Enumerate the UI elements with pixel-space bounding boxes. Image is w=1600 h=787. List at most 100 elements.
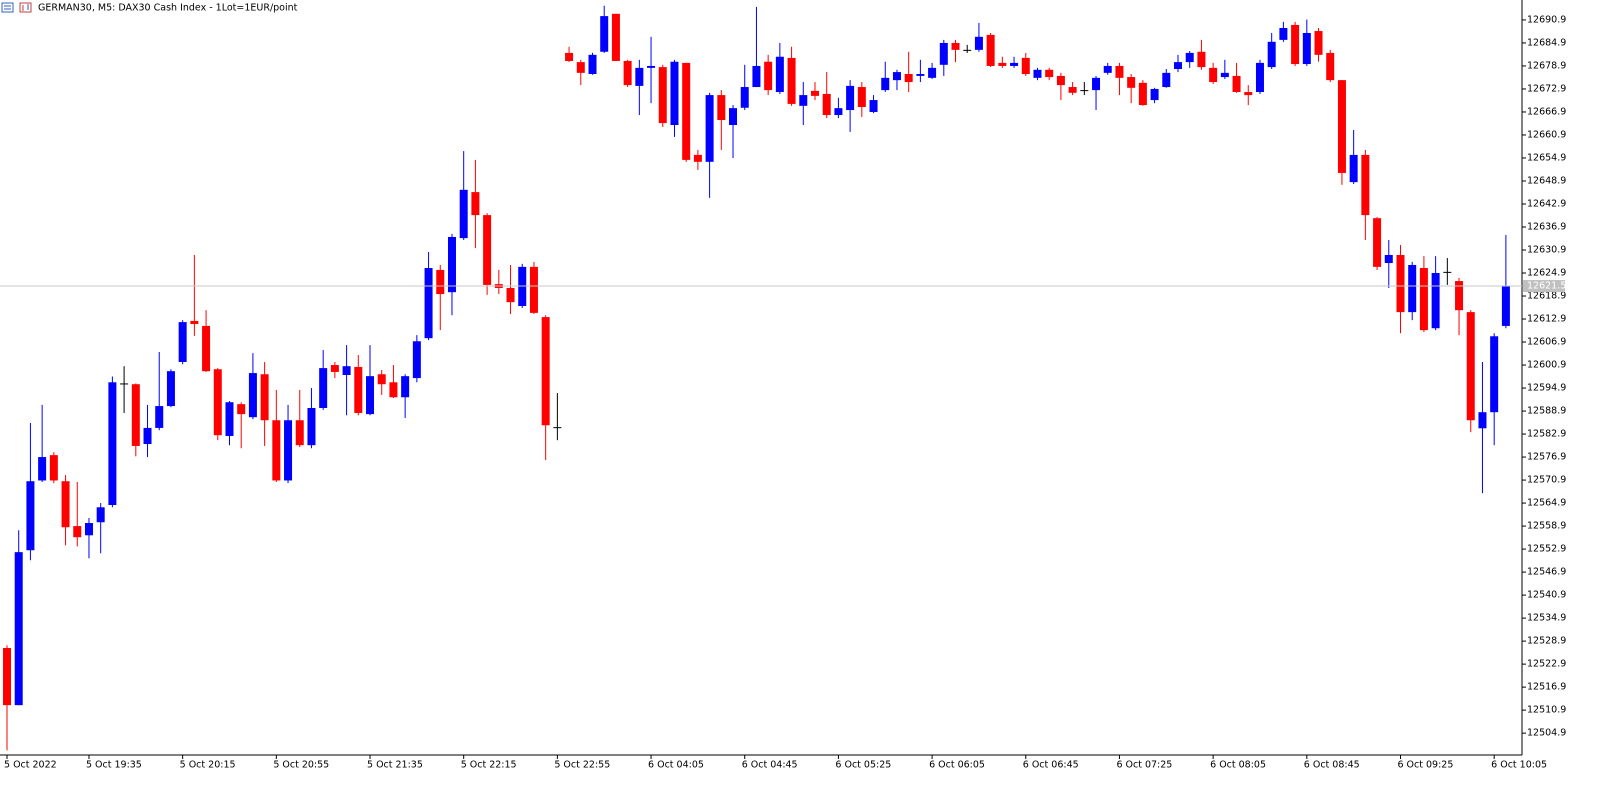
candle-body bbox=[178, 322, 187, 362]
x-tick-label: 6 Oct 04:45 bbox=[742, 760, 798, 771]
candle-body bbox=[729, 108, 738, 126]
candle-body bbox=[1244, 92, 1253, 96]
y-tick-label: 12522.9 bbox=[1527, 659, 1566, 670]
candle-body bbox=[740, 87, 749, 108]
y-tick-label: 12684.9 bbox=[1527, 37, 1566, 48]
candle-body bbox=[1337, 80, 1346, 173]
y-tick-label: 12504.9 bbox=[1527, 728, 1566, 739]
x-tick-label: 5 Oct 20:55 bbox=[273, 760, 329, 771]
candle-body bbox=[14, 552, 23, 706]
y-tick-label: 12654.9 bbox=[1527, 152, 1566, 163]
candle-body bbox=[588, 54, 597, 75]
candle-body bbox=[506, 287, 515, 303]
y-tick-label: 12618.9 bbox=[1527, 291, 1566, 302]
candle-body bbox=[658, 67, 667, 124]
y-tick-label: 12690.9 bbox=[1527, 14, 1566, 25]
candle-body bbox=[1127, 77, 1136, 88]
y-tick-label: 12534.9 bbox=[1527, 613, 1566, 624]
y-tick-label: 12594.9 bbox=[1527, 383, 1566, 394]
candle-body bbox=[190, 320, 199, 325]
candle-body bbox=[682, 62, 691, 160]
candle-body bbox=[1033, 69, 1042, 78]
candle-body bbox=[1255, 62, 1264, 93]
x-tick-label: 6 Oct 10:05 bbox=[1491, 760, 1547, 771]
chart-title: GERMAN30, M5: DAX30 Cash Index - 1Lot=1E… bbox=[38, 3, 298, 14]
candle-body bbox=[1291, 24, 1300, 65]
candle-body bbox=[1384, 254, 1393, 264]
candle-body bbox=[1490, 336, 1499, 413]
candle-body bbox=[1431, 273, 1440, 329]
candle-body bbox=[1174, 62, 1182, 70]
candle-body bbox=[775, 56, 784, 93]
y-tick-label: 12666.9 bbox=[1527, 106, 1566, 117]
candle-body bbox=[1056, 75, 1065, 86]
candle-body bbox=[284, 420, 293, 481]
candle-body bbox=[939, 42, 948, 65]
x-tick-label: 6 Oct 07:25 bbox=[1116, 760, 1172, 771]
candle-body bbox=[1150, 88, 1159, 101]
x-tick-label: 6 Oct 08:45 bbox=[1304, 760, 1360, 771]
candle-body bbox=[49, 455, 58, 481]
y-tick-label: 12546.9 bbox=[1527, 567, 1566, 578]
candle-body bbox=[155, 406, 164, 428]
candle-body bbox=[928, 67, 937, 78]
y-tick-label: 12552.9 bbox=[1527, 544, 1566, 555]
title-icons bbox=[1, 2, 32, 13]
candle-body bbox=[951, 42, 960, 50]
candle-body bbox=[366, 376, 375, 415]
y-tick-label: 12606.9 bbox=[1527, 337, 1566, 348]
candle-body bbox=[401, 376, 410, 398]
candle-body bbox=[752, 65, 761, 88]
candle-body bbox=[483, 215, 492, 285]
candle-body bbox=[447, 236, 456, 293]
candle-body bbox=[389, 382, 398, 398]
candle-body bbox=[1010, 62, 1019, 66]
x-tick-label: 6 Oct 06:45 bbox=[1023, 760, 1079, 771]
candle-body bbox=[225, 402, 234, 436]
candle-body bbox=[986, 34, 995, 66]
candle-body bbox=[904, 74, 913, 83]
candle-body bbox=[412, 341, 421, 379]
candle-body bbox=[717, 95, 726, 121]
candle-body bbox=[892, 72, 901, 81]
x-tick-label: 5 Oct 21:35 bbox=[367, 760, 423, 771]
candle-body bbox=[61, 481, 70, 528]
candle-body bbox=[974, 36, 983, 50]
candle-body bbox=[764, 61, 773, 91]
current-price-label: 12621.5 bbox=[1527, 281, 1566, 292]
x-tick-label: 5 Oct 22:15 bbox=[461, 760, 517, 771]
candle-body bbox=[131, 384, 140, 446]
candle-body bbox=[963, 49, 972, 51]
candle-body bbox=[108, 382, 117, 505]
candle-body bbox=[600, 16, 609, 52]
candle-body bbox=[342, 366, 351, 376]
current-price-box bbox=[1523, 280, 1565, 293]
candle-body bbox=[202, 325, 211, 372]
candle-body bbox=[1092, 77, 1101, 91]
y-tick-label: 12516.9 bbox=[1527, 682, 1566, 693]
candle-body bbox=[1220, 72, 1229, 78]
candle-body bbox=[377, 374, 386, 385]
candle-body bbox=[1373, 218, 1382, 267]
candle-body bbox=[881, 77, 890, 91]
candle-body bbox=[38, 457, 47, 481]
x-tick-label: 6 Oct 09:25 bbox=[1397, 760, 1453, 771]
y-tick-label: 12678.9 bbox=[1527, 60, 1566, 71]
x-tick-label: 6 Oct 04:05 bbox=[648, 760, 704, 771]
icon bbox=[1, 2, 14, 13]
y-tick-label: 12612.9 bbox=[1527, 314, 1566, 325]
candle-body bbox=[529, 266, 538, 313]
candle-body bbox=[693, 154, 702, 162]
candle-body bbox=[1232, 75, 1241, 93]
candle-body bbox=[916, 74, 925, 76]
y-tick-label: 12672.9 bbox=[1527, 83, 1566, 94]
candle-body bbox=[998, 62, 1007, 66]
candle-body bbox=[295, 420, 304, 446]
candle-body bbox=[166, 371, 175, 407]
candle-body bbox=[1466, 312, 1475, 421]
candle-body bbox=[260, 374, 269, 421]
candle-body bbox=[1302, 32, 1311, 65]
